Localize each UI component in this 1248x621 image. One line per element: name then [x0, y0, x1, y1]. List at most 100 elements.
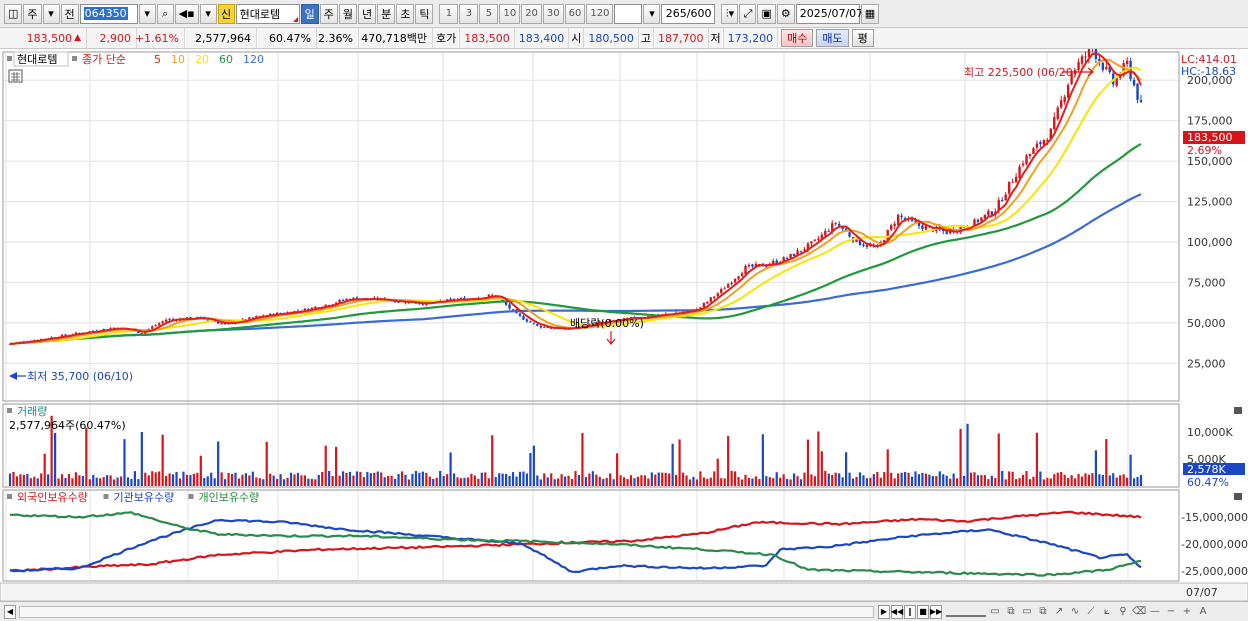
volume-bar [505, 473, 508, 486]
date-field[interactable]: 2025/07/07 [795, 3, 864, 24]
sell-button[interactable]: 매도 [816, 29, 849, 47]
trend-tool-icon[interactable]: ↗ [1054, 606, 1064, 617]
candle-settings-icon[interactable]: ⫶▾ [721, 3, 739, 24]
interval-dropdown-icon[interactable]: ▾ [643, 3, 661, 24]
candle-body [598, 321, 601, 323]
chart-type-icon[interactable]: ◫ [4, 3, 23, 24]
zoom-in-icon[interactable]: + [1182, 606, 1192, 617]
volume-bar [64, 477, 67, 486]
volume-bar [636, 476, 640, 486]
drawing-tool-icon[interactable]: ⤢ [739, 3, 757, 24]
max-price-annotation: 최고 225,500 (06/20) [964, 66, 1077, 79]
turnover-pct: 2.36% [317, 28, 359, 48]
candle-body [532, 322, 536, 324]
rewind-icon[interactable]: ◀◀ [891, 604, 903, 619]
interval-button[interactable]: 120 [586, 3, 614, 24]
gear-icon[interactable]: ⚙ [776, 3, 795, 24]
save-icon[interactable]: ▣ [757, 3, 776, 24]
volume-bar [400, 471, 404, 486]
search-icon[interactable]: ⌕ [156, 3, 174, 24]
candle-body [848, 232, 851, 237]
bid-price: 183,400 [515, 28, 570, 48]
interval-button[interactable]: 10 [499, 3, 521, 24]
layout-4-icon[interactable]: ⧉ [1039, 606, 1047, 617]
minus-line-icon[interactable]: — [1150, 606, 1160, 617]
legend-square-icon [7, 494, 12, 499]
period-tab[interactable]: 주 [319, 3, 338, 24]
bar-count-field[interactable]: 265/600 [661, 3, 716, 24]
stock-name-field[interactable]: 현대로템 [235, 3, 300, 24]
calendar-icon[interactable]: ▦ [860, 3, 880, 24]
code-input[interactable]: 064350 [79, 3, 138, 24]
holding-panel-close-icon[interactable] [1234, 493, 1242, 500]
scroll-right-icon[interactable]: ▶ [878, 604, 890, 619]
play-icon[interactable]: ▶▶ [930, 604, 942, 619]
pause-icon[interactable]: ‖ [904, 604, 916, 619]
y-axis-labels: 200,000 175,000 150,000 125,000 100,000 75,00… [1181, 74, 1248, 578]
interval-input[interactable] [614, 3, 643, 24]
text-size-icon[interactable]: A [1199, 606, 1207, 617]
layout-2-icon[interactable]: ⧉ [1007, 606, 1015, 617]
erase-icon[interactable]: ⌫ [1131, 606, 1147, 617]
candle-body [834, 223, 837, 225]
stop-icon[interactable]: ■ [917, 604, 929, 619]
period-select[interactable]: 주 [23, 3, 42, 24]
date-value: 2025/07/07 [799, 7, 864, 20]
candle-body [511, 309, 515, 311]
volume-bar [622, 477, 626, 486]
chart-canvas[interactable]: 200,000 175,000 150,000 125,000 100,000 75,00… [0, 49, 1248, 601]
holding-legend-item: 기관보유수량 [114, 491, 175, 504]
volume-bar [962, 475, 966, 486]
volume-bar [282, 479, 286, 486]
interval-button[interactable]: 5 [479, 3, 499, 24]
link-icon[interactable]: ⚲ [1119, 606, 1127, 617]
buy-button[interactable]: 매수 [781, 29, 814, 47]
volume-bar [643, 475, 646, 486]
zoom-slider[interactable] [946, 607, 986, 617]
ruler-tool-icon[interactable]: ⟋ [1087, 606, 1095, 617]
price-y-tick: 125,000 [1187, 196, 1233, 209]
speaker-icon[interactable]: ◀▪ [174, 3, 199, 24]
volume-bar [619, 475, 622, 486]
volume-panel-close-icon[interactable] [1234, 407, 1242, 414]
period-tab[interactable]: 월 [338, 3, 357, 24]
volume-bar [230, 473, 234, 486]
volume-bar [886, 449, 889, 486]
scroll-left-icon[interactable]: ◀ [4, 604, 16, 619]
candle-body [917, 221, 921, 227]
eval-button[interactable]: 평 [851, 29, 874, 47]
period-tab[interactable]: 분 [377, 3, 396, 24]
volume-bar [529, 453, 532, 486]
volume-bar [1126, 477, 1129, 486]
zoom-out-icon[interactable]: − [1166, 606, 1176, 617]
volume-bar [990, 475, 993, 486]
volume-bar [15, 476, 19, 486]
horizontal-scrollbar[interactable] [19, 605, 874, 618]
period-tab[interactable]: 초 [396, 3, 415, 24]
interval-button[interactable]: 1 [439, 3, 459, 24]
interval-button[interactable]: 3 [459, 3, 479, 24]
legend-square-icon [7, 56, 12, 61]
interval-button[interactable]: 30 [542, 3, 564, 24]
interval-button[interactable]: 60 [564, 3, 586, 24]
fan-tool-icon[interactable]: ⟀ [1104, 606, 1110, 617]
grid-toggle-icon[interactable] [8, 69, 23, 83]
interval-button[interactable]: 20 [521, 3, 542, 24]
volume-bar [1004, 479, 1007, 486]
layout-1-icon[interactable]: ▭ [990, 606, 1000, 617]
volume-bar [997, 433, 1000, 486]
period-dropdown-icon[interactable]: ▾ [42, 3, 60, 24]
period-tab[interactable]: 틱 [415, 3, 434, 24]
volume-bar [598, 476, 601, 486]
volume-bar [303, 475, 306, 486]
prev-button[interactable]: 전 [60, 3, 79, 24]
volume-bar [792, 473, 796, 486]
period-tab[interactable]: 년 [357, 3, 377, 24]
code-dropdown-icon[interactable]: ▾ [138, 3, 156, 24]
speaker-dropdown-icon[interactable]: ▾ [199, 3, 217, 24]
volume-bar [508, 475, 511, 486]
volume-bar [161, 434, 164, 486]
layout-3-icon[interactable]: ▭ [1022, 606, 1032, 617]
wave-tool-icon[interactable]: ∿ [1070, 606, 1080, 617]
period-tab[interactable]: 일 [300, 3, 319, 24]
